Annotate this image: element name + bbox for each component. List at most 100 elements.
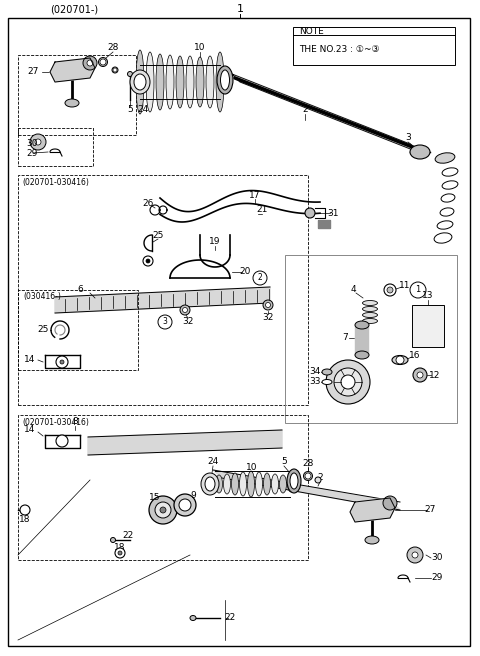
Circle shape	[113, 68, 117, 72]
Text: 29: 29	[26, 148, 37, 157]
Text: 27: 27	[424, 506, 436, 514]
Ellipse shape	[98, 58, 108, 66]
Ellipse shape	[362, 319, 377, 323]
Text: 24: 24	[137, 106, 149, 115]
Ellipse shape	[355, 321, 369, 329]
Ellipse shape	[279, 475, 287, 493]
Text: 25: 25	[152, 230, 164, 239]
Circle shape	[149, 496, 177, 524]
Ellipse shape	[216, 52, 224, 112]
Circle shape	[305, 473, 311, 479]
Ellipse shape	[288, 476, 295, 492]
Ellipse shape	[303, 472, 312, 480]
Circle shape	[413, 368, 427, 382]
Text: 16: 16	[409, 350, 421, 359]
Circle shape	[160, 507, 166, 513]
Text: 15: 15	[149, 493, 161, 502]
Text: 18: 18	[19, 516, 31, 525]
Ellipse shape	[248, 471, 254, 497]
Ellipse shape	[240, 472, 247, 496]
Ellipse shape	[136, 50, 144, 114]
Bar	[18, 175, 308, 405]
Circle shape	[30, 134, 46, 150]
Ellipse shape	[264, 473, 271, 495]
Text: 17: 17	[249, 190, 261, 199]
Circle shape	[180, 305, 190, 315]
Polygon shape	[232, 74, 418, 152]
Circle shape	[326, 360, 370, 404]
Ellipse shape	[287, 469, 301, 493]
Text: 33: 33	[309, 377, 321, 386]
Text: 26: 26	[142, 199, 154, 207]
Circle shape	[182, 308, 188, 312]
Bar	[18, 415, 308, 560]
Text: (030416-): (030416-)	[23, 291, 61, 300]
Circle shape	[263, 300, 273, 310]
Circle shape	[20, 505, 30, 515]
Ellipse shape	[362, 312, 377, 318]
Text: 10: 10	[246, 464, 258, 472]
Bar	[412, 305, 444, 347]
Text: 27: 27	[27, 68, 39, 77]
Polygon shape	[213, 470, 400, 510]
Ellipse shape	[441, 194, 455, 202]
Circle shape	[60, 360, 64, 364]
Text: 34: 34	[309, 367, 321, 377]
Ellipse shape	[255, 472, 263, 496]
Ellipse shape	[128, 72, 132, 77]
Text: 14: 14	[24, 426, 36, 434]
Text: 13: 13	[422, 291, 434, 300]
Circle shape	[56, 356, 68, 368]
Bar	[285, 255, 457, 423]
Circle shape	[155, 502, 171, 518]
Ellipse shape	[134, 74, 146, 90]
Ellipse shape	[110, 537, 116, 543]
Circle shape	[100, 59, 106, 65]
Text: 11: 11	[399, 281, 411, 289]
Circle shape	[334, 368, 362, 396]
Text: 9: 9	[190, 491, 196, 499]
Text: THE NO.23 : ①~③: THE NO.23 : ①~③	[299, 45, 380, 54]
Ellipse shape	[440, 208, 454, 216]
Polygon shape	[350, 498, 395, 522]
Ellipse shape	[217, 66, 233, 94]
Bar	[293, 27, 455, 65]
Text: 6: 6	[77, 285, 83, 295]
Ellipse shape	[322, 380, 332, 384]
Text: 2: 2	[258, 274, 263, 283]
Ellipse shape	[315, 477, 321, 483]
Text: 1: 1	[237, 4, 243, 14]
Circle shape	[412, 552, 418, 558]
Circle shape	[87, 60, 93, 66]
Text: 12: 12	[429, 371, 441, 380]
Ellipse shape	[201, 473, 219, 495]
Text: 22: 22	[224, 613, 236, 623]
Ellipse shape	[442, 181, 458, 189]
Text: 28: 28	[108, 43, 119, 52]
Bar	[18, 128, 93, 166]
Text: 5: 5	[281, 457, 287, 466]
Ellipse shape	[322, 369, 332, 375]
Polygon shape	[50, 58, 95, 82]
Polygon shape	[55, 287, 270, 313]
Circle shape	[387, 287, 393, 293]
Text: (020701-): (020701-)	[50, 4, 98, 14]
Ellipse shape	[190, 615, 196, 621]
Ellipse shape	[220, 70, 229, 90]
Bar	[18, 290, 138, 370]
Ellipse shape	[205, 477, 215, 491]
Ellipse shape	[437, 221, 453, 229]
Circle shape	[56, 435, 68, 447]
Text: 3: 3	[405, 134, 411, 142]
Text: 21: 21	[256, 205, 268, 215]
Circle shape	[410, 282, 426, 298]
Ellipse shape	[186, 56, 194, 108]
Ellipse shape	[435, 153, 455, 163]
Ellipse shape	[290, 473, 298, 489]
Text: 30: 30	[26, 138, 37, 148]
Bar	[18, 55, 136, 135]
Ellipse shape	[362, 300, 377, 306]
Circle shape	[35, 139, 41, 145]
Text: 25: 25	[37, 325, 48, 335]
Text: (020701-030416): (020701-030416)	[22, 417, 89, 426]
